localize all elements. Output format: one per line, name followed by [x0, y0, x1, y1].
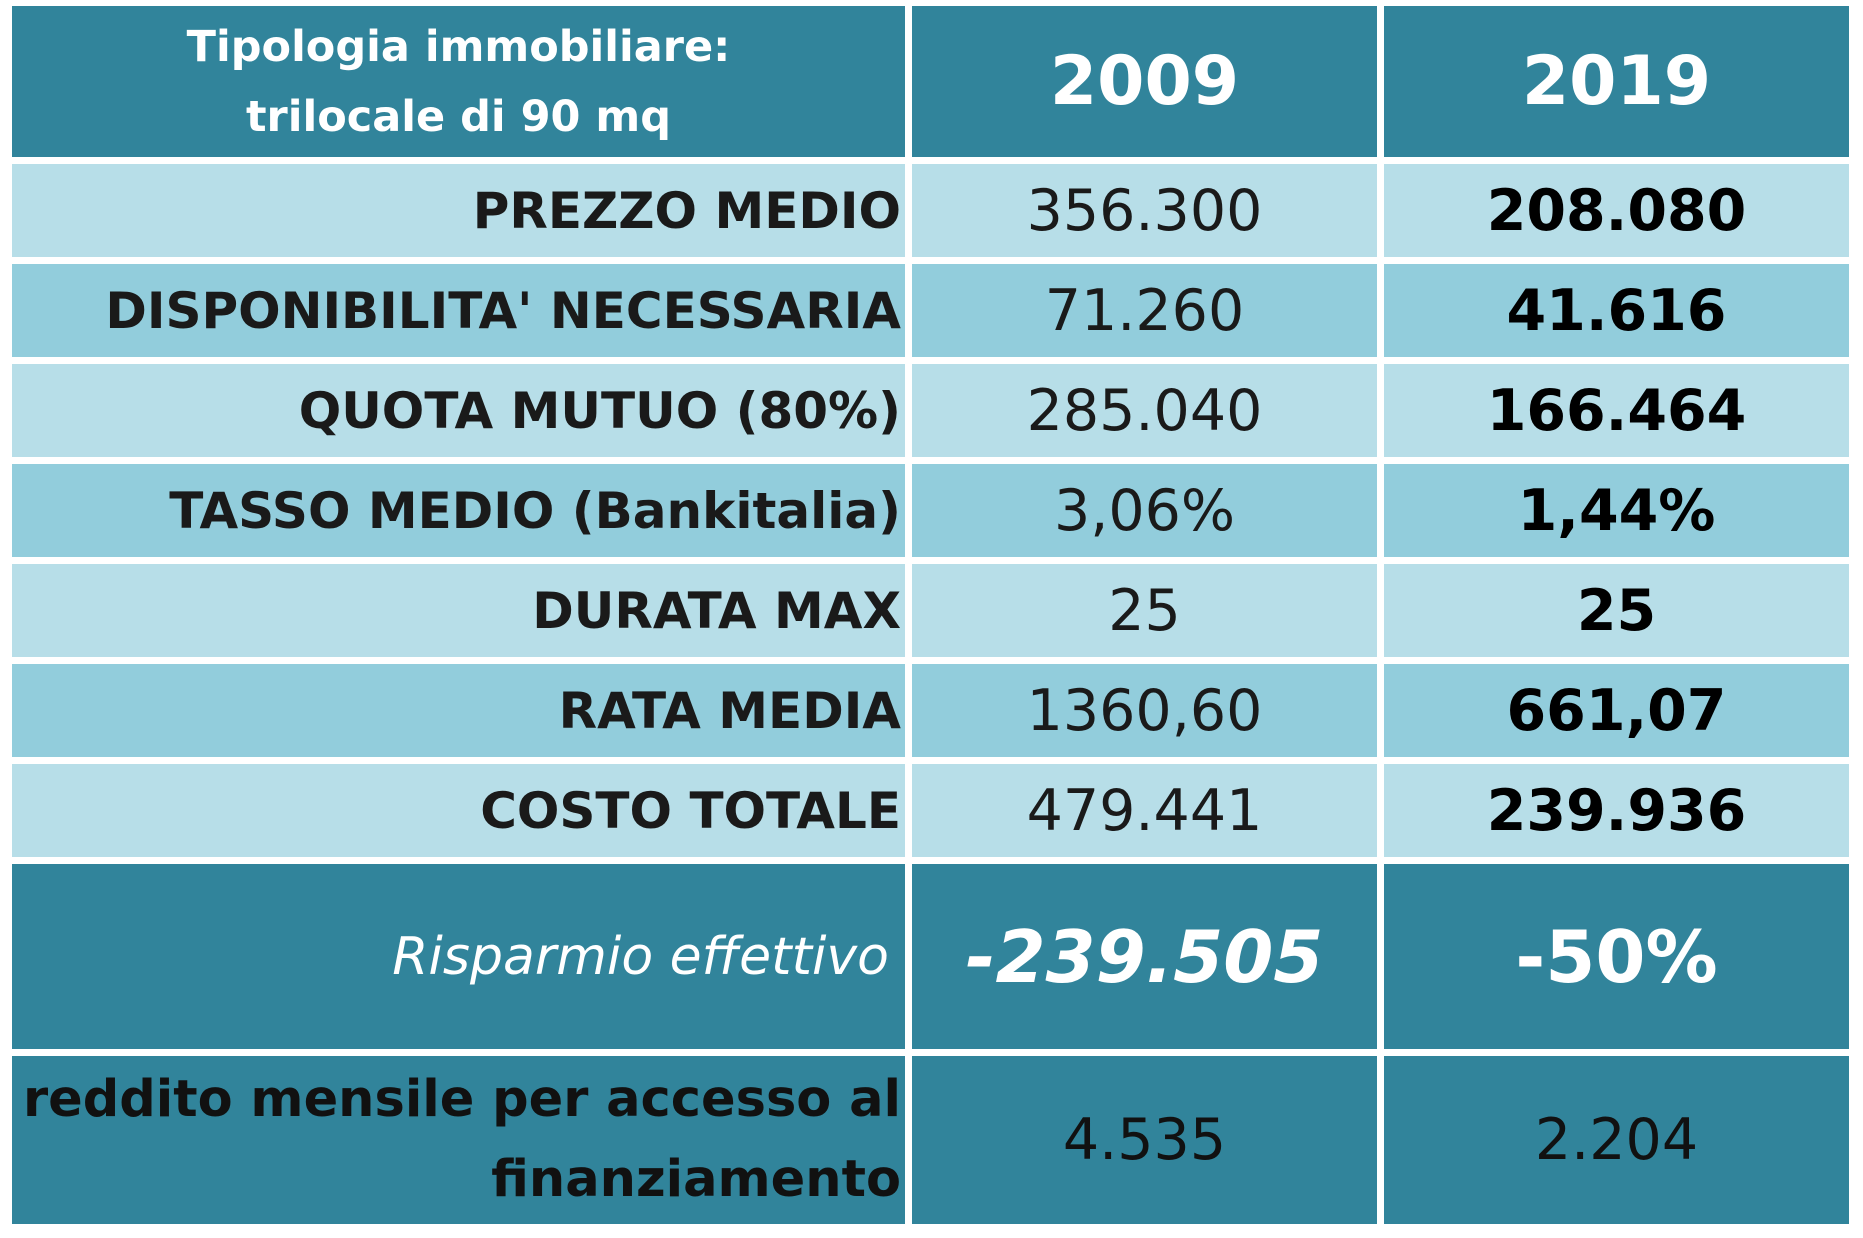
row-label: TASSO MEDIO (Bankitalia)	[12, 464, 905, 557]
income-value-2019: 2.204	[1384, 1056, 1849, 1224]
mortgage-comparison-table: Tipologia immobiliare: trilocale di 90 m…	[5, 0, 1856, 1231]
value-2009: 285.040	[912, 364, 1377, 457]
savings-value: -239.505	[912, 864, 1377, 1049]
row-label: PREZZO MEDIO	[12, 164, 905, 257]
value-2019: 25	[1384, 564, 1849, 657]
row-label: QUOTA MUTUO (80%)	[12, 364, 905, 457]
value-2009: 479.441	[912, 764, 1377, 857]
property-type-line2: trilocale di 90 mq	[245, 91, 672, 142]
year-2019-header: 2019	[1384, 6, 1849, 157]
value-2019: 166.464	[1384, 364, 1849, 457]
value-2019: 41.616	[1384, 264, 1849, 357]
row-label: RATA MEDIA	[12, 664, 905, 757]
table-row: QUOTA MUTUO (80%) 285.040 166.464	[12, 364, 1849, 457]
row-label: COSTO TOTALE	[12, 764, 905, 857]
savings-row: Risparmio effettivo -239.505 -50%	[12, 864, 1849, 1049]
row-label: DISPONIBILITA' NECESSARIA	[12, 264, 905, 357]
row-label: DURATA MAX	[12, 564, 905, 657]
income-label-line1: reddito mensile per accesso al	[23, 1070, 901, 1129]
savings-label: Risparmio effettivo	[12, 864, 905, 1049]
table-row: DURATA MAX 25 25	[12, 564, 1849, 657]
value-2019: 1,44%	[1384, 464, 1849, 557]
income-row: reddito mensile per accesso al finanziam…	[12, 1056, 1849, 1224]
income-value-2009: 4.535	[912, 1056, 1377, 1224]
value-2009: 3,06%	[912, 464, 1377, 557]
table-row: RATA MEDIA 1360,60 661,07	[12, 664, 1849, 757]
income-label: reddito mensile per accesso al finanziam…	[12, 1056, 905, 1224]
savings-percent: -50%	[1384, 864, 1849, 1049]
value-2009: 25	[912, 564, 1377, 657]
value-2009: 71.260	[912, 264, 1377, 357]
table-row: COSTO TOTALE 479.441 239.936	[12, 764, 1849, 857]
value-2019: 208.080	[1384, 164, 1849, 257]
property-type-line1: Tipologia immobiliare:	[186, 21, 731, 72]
property-type-header: Tipologia immobiliare: trilocale di 90 m…	[12, 6, 905, 157]
value-2009: 356.300	[912, 164, 1377, 257]
table-row: TASSO MEDIO (Bankitalia) 3,06% 1,44%	[12, 464, 1849, 557]
table-row: PREZZO MEDIO 356.300 208.080	[12, 164, 1849, 257]
income-label-line2: finanziamento	[491, 1150, 901, 1209]
year-2009-header: 2009	[912, 6, 1377, 157]
value-2019: 661,07	[1384, 664, 1849, 757]
value-2009: 1360,60	[912, 664, 1377, 757]
table-row: DISPONIBILITA' NECESSARIA 71.260 41.616	[12, 264, 1849, 357]
header-row: Tipologia immobiliare: trilocale di 90 m…	[12, 6, 1849, 157]
value-2019: 239.936	[1384, 764, 1849, 857]
